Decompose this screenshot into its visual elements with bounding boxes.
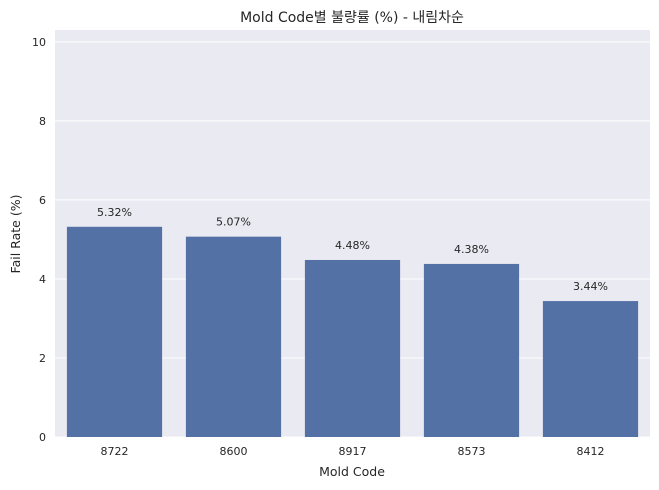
x-tick-label: 8917	[339, 445, 367, 458]
bar-8600	[185, 236, 282, 437]
chart-title: Mold Code별 불량률 (%) - 내림차순	[240, 10, 464, 26]
y-axis-ticks: 0 2 4 6 8 10	[32, 36, 46, 444]
x-tick-label: 8573	[458, 445, 486, 458]
x-axis-ticks: 8722 8600 8917 8573 8412	[101, 445, 605, 458]
bar-8722	[66, 226, 163, 437]
bar-8412	[542, 301, 639, 437]
data-label: 5.32%	[97, 206, 132, 219]
x-axis-label: Mold Code	[319, 464, 385, 479]
x-tick-label: 8600	[220, 445, 248, 458]
data-label: 5.07%	[216, 216, 251, 229]
data-labels: 5.32% 5.07% 4.48% 4.38% 3.44%	[97, 206, 608, 293]
y-tick-label: 8	[39, 115, 46, 128]
bar-8917	[304, 259, 401, 437]
y-tick-label: 2	[39, 352, 46, 365]
y-tick-label: 0	[39, 431, 46, 444]
bar-8573	[423, 263, 520, 437]
y-tick-label: 6	[39, 194, 46, 207]
data-label: 3.44%	[573, 280, 608, 293]
bars	[66, 226, 639, 437]
data-label: 4.38%	[454, 243, 489, 256]
x-tick-label: 8412	[577, 445, 605, 458]
data-label: 4.48%	[335, 239, 370, 252]
y-tick-label: 10	[32, 36, 46, 49]
y-tick-label: 4	[39, 273, 46, 286]
y-axis-label: Fail Rate (%)	[8, 195, 23, 274]
x-tick-label: 8722	[101, 445, 129, 458]
